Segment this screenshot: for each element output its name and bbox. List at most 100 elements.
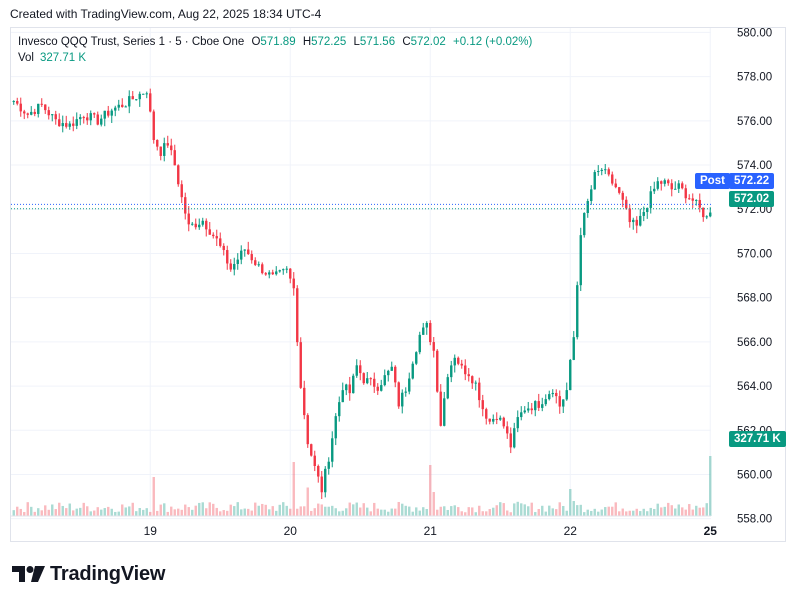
candle-body bbox=[198, 224, 201, 228]
candle-body bbox=[460, 363, 463, 366]
candle-body bbox=[513, 428, 516, 448]
volume-bar bbox=[537, 508, 540, 516]
volume-bar bbox=[656, 503, 659, 516]
candle-body bbox=[289, 268, 292, 279]
candle-body bbox=[163, 143, 166, 156]
volume-bar bbox=[145, 508, 148, 516]
y-tick-label: 574.00 bbox=[737, 160, 772, 172]
volume-bar bbox=[198, 502, 201, 516]
volume-bar bbox=[72, 510, 75, 516]
candle-body bbox=[495, 418, 498, 420]
volume-bar bbox=[558, 502, 561, 516]
y-tick-label: 564.00 bbox=[737, 381, 772, 393]
volume-bar bbox=[639, 511, 642, 516]
candle-body bbox=[37, 103, 40, 114]
volume-bar bbox=[82, 502, 85, 516]
volume-bar bbox=[369, 511, 372, 516]
candle-body bbox=[670, 183, 673, 190]
candle-body bbox=[229, 263, 232, 270]
volume-bar bbox=[205, 508, 208, 516]
candle-body bbox=[537, 401, 540, 408]
volume-bar bbox=[268, 509, 271, 516]
volume-bar bbox=[117, 511, 120, 516]
volume-bar bbox=[324, 506, 327, 516]
volume-bar bbox=[429, 465, 432, 516]
candle-body bbox=[653, 188, 656, 192]
volume-bar bbox=[628, 510, 631, 516]
volume-bar bbox=[404, 505, 407, 516]
candle-body bbox=[131, 96, 134, 100]
volume-bar bbox=[313, 508, 316, 516]
volume-badge: 327.71 K bbox=[729, 431, 786, 447]
volume-bar bbox=[688, 504, 691, 516]
candle-body bbox=[649, 191, 652, 208]
candle-body bbox=[572, 337, 575, 360]
volume-bar bbox=[47, 509, 50, 516]
volume-bar bbox=[254, 502, 257, 516]
candle-body bbox=[569, 359, 572, 391]
volume-bar bbox=[418, 510, 421, 516]
volume-bar bbox=[194, 505, 197, 516]
volume-bar bbox=[422, 507, 425, 516]
volume-bar bbox=[586, 509, 589, 516]
volume-bar bbox=[436, 509, 439, 516]
created-with-text: Created with TradingView.com, Aug 22, 20… bbox=[10, 7, 322, 21]
candle-body bbox=[576, 285, 579, 338]
volume-bar bbox=[30, 506, 33, 516]
volume-bar bbox=[579, 504, 582, 516]
candle-body bbox=[47, 110, 50, 116]
volume-bar bbox=[590, 510, 593, 516]
candle-body bbox=[446, 377, 449, 399]
volume-bar bbox=[572, 501, 575, 516]
volume-bar bbox=[44, 505, 47, 516]
candle-body bbox=[355, 365, 358, 376]
candle-body bbox=[709, 212, 712, 217]
candle-body bbox=[408, 378, 411, 392]
volume-bar bbox=[310, 510, 313, 516]
candle-body bbox=[506, 426, 509, 434]
x-tick-label: 20 bbox=[284, 524, 298, 538]
volume-bar bbox=[415, 507, 418, 516]
candle-body bbox=[275, 271, 278, 275]
candle-body bbox=[110, 110, 113, 116]
volume-bar bbox=[565, 510, 568, 516]
candle-body bbox=[331, 438, 334, 462]
candle-body bbox=[142, 93, 145, 95]
candle-body bbox=[89, 113, 92, 121]
candle-body bbox=[611, 174, 614, 184]
candle-body bbox=[541, 404, 544, 408]
candle-body bbox=[345, 384, 348, 391]
x-tick-label: 25 bbox=[704, 524, 718, 538]
chart-frame[interactable]: 558.00560.00562.00564.00566.00568.00570.… bbox=[10, 27, 786, 542]
volume-bar bbox=[187, 507, 190, 516]
legend-low-label: L bbox=[353, 36, 360, 48]
candle-body bbox=[93, 113, 96, 115]
volume-bar bbox=[362, 503, 365, 516]
candle-body bbox=[488, 418, 491, 422]
volume-bar bbox=[450, 506, 453, 516]
volume-bar bbox=[79, 507, 82, 516]
candle-body bbox=[173, 150, 176, 166]
post-market-label: Post bbox=[695, 173, 730, 189]
volume-bar bbox=[621, 508, 624, 516]
candle-body bbox=[502, 417, 505, 427]
candle-body bbox=[107, 110, 110, 116]
candle-body bbox=[16, 101, 19, 104]
candle-body bbox=[401, 392, 404, 407]
candle-body bbox=[187, 213, 190, 225]
candle-body bbox=[642, 212, 645, 216]
volume-bar bbox=[100, 509, 103, 516]
price-chart[interactable]: 558.00560.00562.00564.00566.00568.00570.… bbox=[11, 28, 787, 543]
candle-body bbox=[352, 375, 355, 394]
volume-bar bbox=[65, 508, 68, 516]
volume-bar bbox=[394, 508, 397, 516]
volume-bar bbox=[541, 505, 544, 516]
volume-bar bbox=[320, 504, 323, 516]
volume-bar bbox=[632, 510, 635, 516]
candle-body bbox=[86, 117, 89, 121]
volume-bar bbox=[376, 508, 379, 516]
candle-body bbox=[313, 455, 316, 467]
volume-bar bbox=[408, 506, 411, 516]
volume-bar bbox=[709, 456, 712, 516]
candle-body bbox=[257, 264, 260, 266]
